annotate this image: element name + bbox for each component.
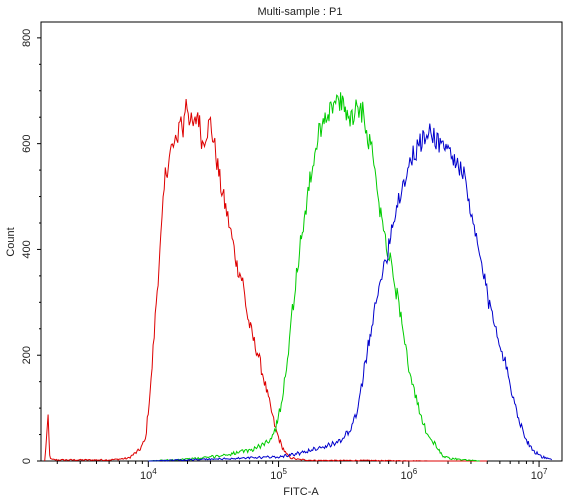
series-line-1 — [148, 92, 480, 462]
y-tick-label-4: 800 — [21, 29, 33, 47]
series-line-2 — [148, 123, 553, 462]
x-tick-label-1: 105 — [270, 467, 287, 482]
y-axis: 0 200 400 600 800 — [21, 29, 41, 464]
x-tick-label-3: 107 — [531, 467, 548, 482]
x-axis: 104 105 106 107 — [56, 461, 548, 482]
y-tick-label-3: 600 — [21, 134, 33, 152]
series-group — [44, 92, 553, 462]
plot-frame — [40, 21, 563, 462]
y-axis-title: Count — [5, 227, 17, 256]
chart-title: Multi-sample : P1 — [258, 6, 343, 18]
series-line-0 — [44, 99, 488, 462]
x-tick-label-2: 106 — [400, 467, 417, 482]
x-tick-label-0: 104 — [140, 467, 157, 482]
y-tick-label-0: 0 — [21, 458, 33, 464]
x-axis-title: FITC-A — [283, 486, 319, 498]
y-tick-label-2: 400 — [21, 240, 33, 258]
y-tick-label-1: 200 — [21, 346, 33, 364]
